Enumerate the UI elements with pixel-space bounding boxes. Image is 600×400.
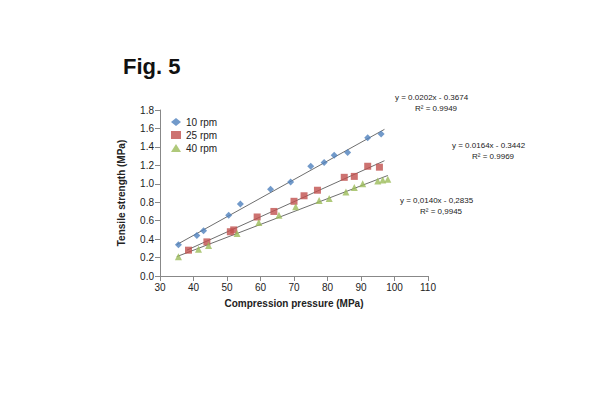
svg-text:R² = 0.9969: R² = 0.9969	[472, 152, 515, 161]
svg-text:1.0: 1.0	[140, 178, 154, 189]
svg-text:Fig. 5: Fig. 5	[123, 54, 180, 79]
svg-text:0.0: 0.0	[140, 271, 154, 282]
svg-text:100: 100	[386, 282, 403, 293]
svg-text:90: 90	[355, 282, 367, 293]
svg-text:70: 70	[288, 282, 300, 293]
svg-text:1.6: 1.6	[140, 123, 154, 134]
svg-text:y = 0,0140x - 0,2835: y = 0,0140x - 0,2835	[400, 196, 474, 205]
svg-text:Tensile strength (MPa): Tensile strength (MPa)	[116, 140, 127, 247]
svg-text:Compression pressure (MPa): Compression pressure (MPa)	[225, 298, 364, 309]
svg-text:50: 50	[221, 282, 233, 293]
svg-text:y = 0.0202x - 0.3674: y = 0.0202x - 0.3674	[395, 93, 469, 102]
svg-text:1.4: 1.4	[140, 141, 154, 152]
svg-text:0.4: 0.4	[140, 234, 154, 245]
svg-text:1.2: 1.2	[140, 160, 154, 171]
svg-text:R² = 0.9949: R² = 0.9949	[415, 104, 458, 113]
svg-text:40 rpm: 40 rpm	[186, 143, 217, 154]
svg-text:30: 30	[154, 282, 166, 293]
svg-text:40: 40	[188, 282, 200, 293]
svg-text:110: 110	[420, 282, 436, 293]
svg-text:80: 80	[322, 282, 334, 293]
svg-text:1.8: 1.8	[140, 105, 154, 116]
svg-text:0.6: 0.6	[140, 215, 154, 226]
svg-text:25 rpm: 25 rpm	[186, 130, 217, 141]
svg-text:y = 0.0164x - 0.3442: y = 0.0164x - 0.3442	[452, 141, 526, 150]
svg-text:R² = 0,9945: R² = 0,9945	[420, 207, 463, 216]
svg-text:10 rpm: 10 rpm	[186, 117, 217, 128]
svg-text:0.8: 0.8	[140, 197, 154, 208]
svg-text:60: 60	[255, 282, 267, 293]
svg-text:0.2: 0.2	[140, 252, 154, 263]
